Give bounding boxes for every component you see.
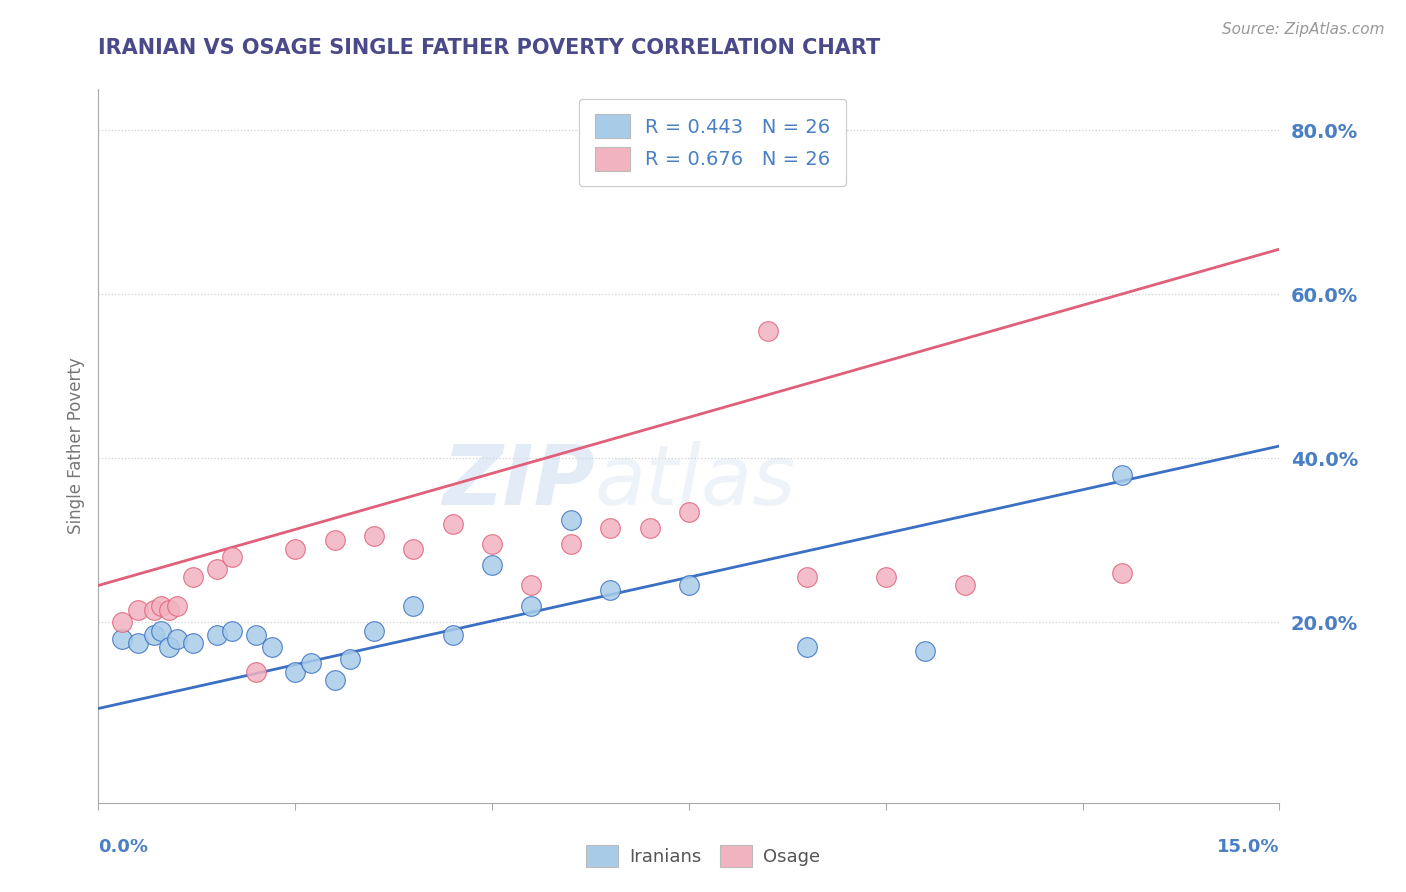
Point bbox=[339, 652, 361, 666]
Point bbox=[638, 521, 661, 535]
Point bbox=[221, 624, 243, 638]
Point bbox=[142, 603, 165, 617]
Point bbox=[181, 570, 204, 584]
Point bbox=[127, 603, 149, 617]
Point bbox=[481, 558, 503, 572]
Point bbox=[599, 582, 621, 597]
Point bbox=[150, 624, 173, 638]
Point bbox=[441, 627, 464, 641]
Point bbox=[323, 533, 346, 548]
Point bbox=[111, 632, 134, 646]
Point bbox=[363, 624, 385, 638]
Point bbox=[914, 644, 936, 658]
Point bbox=[756, 324, 779, 338]
Point bbox=[678, 505, 700, 519]
Point bbox=[481, 537, 503, 551]
Legend: Iranians, Osage: Iranians, Osage bbox=[579, 838, 827, 874]
Legend: R = 0.443   N = 26, R = 0.676   N = 26: R = 0.443 N = 26, R = 0.676 N = 26 bbox=[579, 99, 846, 186]
Point bbox=[953, 578, 976, 592]
Point bbox=[599, 521, 621, 535]
Point bbox=[205, 562, 228, 576]
Point bbox=[142, 627, 165, 641]
Point bbox=[221, 549, 243, 564]
Point bbox=[245, 665, 267, 679]
Point bbox=[363, 529, 385, 543]
Point bbox=[875, 570, 897, 584]
Point bbox=[323, 673, 346, 687]
Point bbox=[166, 632, 188, 646]
Text: IRANIAN VS OSAGE SINGLE FATHER POVERTY CORRELATION CHART: IRANIAN VS OSAGE SINGLE FATHER POVERTY C… bbox=[98, 38, 880, 58]
Text: atlas: atlas bbox=[595, 442, 796, 522]
Point bbox=[520, 599, 543, 613]
Point bbox=[299, 657, 322, 671]
Point bbox=[560, 513, 582, 527]
Point bbox=[402, 599, 425, 613]
Text: Source: ZipAtlas.com: Source: ZipAtlas.com bbox=[1222, 22, 1385, 37]
Point bbox=[127, 636, 149, 650]
Point bbox=[284, 665, 307, 679]
Point bbox=[260, 640, 283, 654]
Point bbox=[166, 599, 188, 613]
Point bbox=[796, 570, 818, 584]
Point bbox=[157, 603, 180, 617]
Point bbox=[150, 599, 173, 613]
Point bbox=[157, 640, 180, 654]
Point bbox=[560, 537, 582, 551]
Point bbox=[678, 578, 700, 592]
Text: 15.0%: 15.0% bbox=[1218, 838, 1279, 856]
Y-axis label: Single Father Poverty: Single Father Poverty bbox=[66, 358, 84, 534]
Point bbox=[520, 578, 543, 592]
Point bbox=[181, 636, 204, 650]
Point bbox=[111, 615, 134, 630]
Point bbox=[245, 627, 267, 641]
Point bbox=[402, 541, 425, 556]
Text: 0.0%: 0.0% bbox=[98, 838, 149, 856]
Point bbox=[284, 541, 307, 556]
Point bbox=[441, 516, 464, 531]
Point bbox=[1111, 467, 1133, 482]
Text: ZIP: ZIP bbox=[441, 442, 595, 522]
Point bbox=[1111, 566, 1133, 581]
Point bbox=[205, 627, 228, 641]
Point bbox=[796, 640, 818, 654]
